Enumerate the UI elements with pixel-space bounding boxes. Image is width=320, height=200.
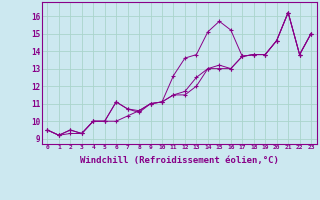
- X-axis label: Windchill (Refroidissement éolien,°C): Windchill (Refroidissement éolien,°C): [80, 156, 279, 165]
